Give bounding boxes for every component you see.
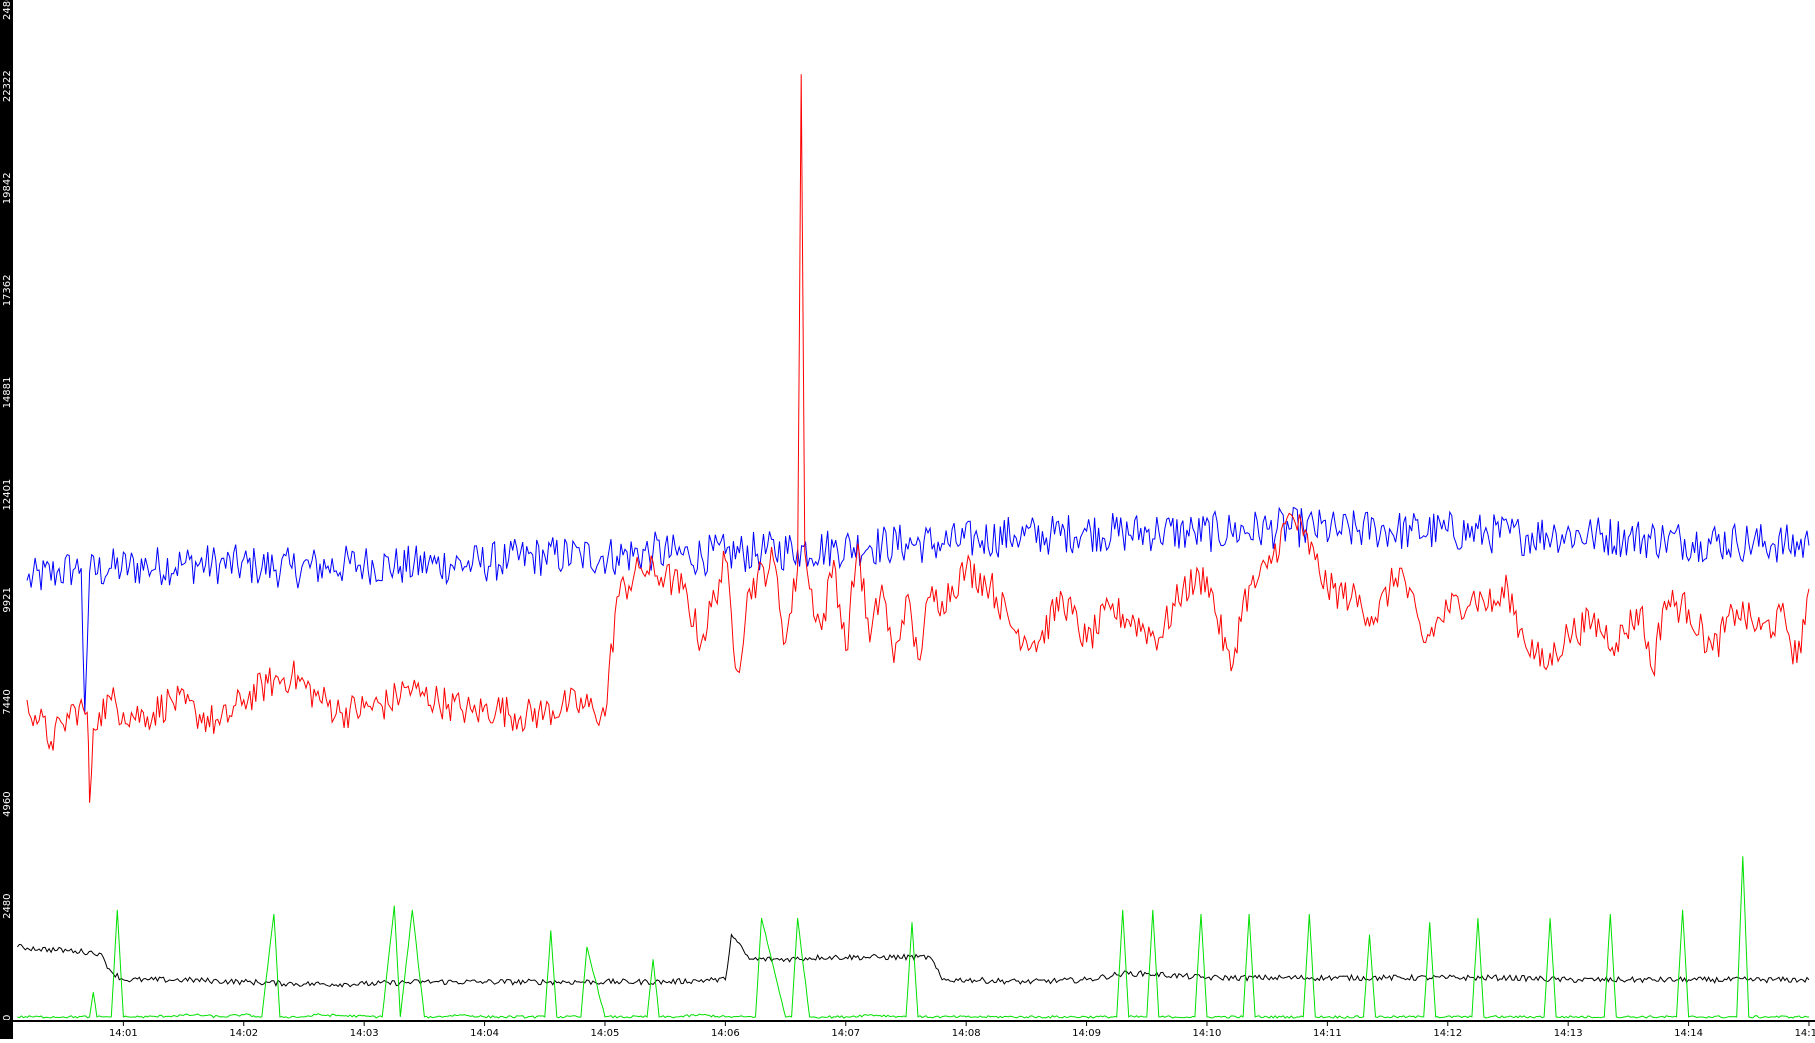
y-tick-label: 19842 (2, 172, 13, 204)
y-tick-label: 24803 (2, 0, 13, 20)
y-tick-label: 2480 (2, 893, 13, 918)
x-tick-label: 14:04 (470, 1028, 499, 1039)
x-tick-label: 14:02 (229, 1028, 258, 1039)
y-tick-label: 17362 (2, 274, 13, 306)
x-tick-label: 14:03 (350, 1028, 379, 1039)
x-tick-label: 14:06 (711, 1028, 740, 1039)
x-tick-label: 14:05 (591, 1028, 620, 1039)
y-tick-label: 9921 (2, 587, 13, 612)
x-tick-label: 14:15 (1795, 1028, 1815, 1039)
x-tick-label: 14:01 (109, 1028, 138, 1039)
x-tick-label: 14:07 (831, 1028, 860, 1039)
x-tick-label: 14:11 (1313, 1028, 1342, 1039)
x-tick-label: 14:13 (1554, 1028, 1583, 1039)
y-tick-label: 0 (2, 1015, 13, 1021)
x-tick-label: 14:08 (952, 1028, 981, 1039)
x-axis: 14:01 14:02 14:03 14:04 14:05 14:06 14:07 14:08… (0, 1020, 1815, 1039)
series-line-3 (17, 933, 1810, 988)
series-line-4 (17, 856, 1810, 1019)
series-layer (17, 74, 1810, 1019)
x-tick-label: 14:14 (1674, 1028, 1703, 1039)
y-tick-label: 4960 (2, 791, 13, 816)
series-line-1 (26, 506, 1810, 713)
x-tick-label: 14:10 (1193, 1028, 1222, 1039)
x-tick-label: 14:12 (1433, 1028, 1462, 1039)
y-tick-label: 22322 (2, 70, 13, 102)
y-tick-label: 14881 (2, 377, 13, 409)
y-axis: 0 2480 4960 7440 9921 12401 14881 17362 19842 223… (0, 0, 13, 1039)
y-tick-label: 7440 (2, 689, 13, 714)
x-tick-label: 14:09 (1072, 1028, 1101, 1039)
series-line-2 (26, 74, 1810, 803)
y-tick-label: 12401 (2, 479, 13, 511)
y-axis-band (0, 0, 13, 1039)
